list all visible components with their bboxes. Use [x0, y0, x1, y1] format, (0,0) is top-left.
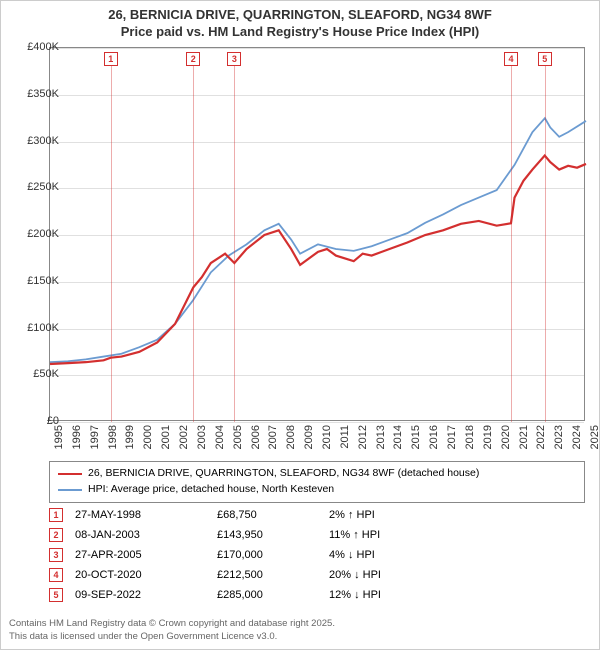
row-date: 09-SEP-2022	[75, 589, 205, 601]
property-line	[50, 156, 586, 365]
footer-line-1: Contains HM Land Registry data © Crown c…	[9, 618, 335, 630]
x-axis-label: 2015	[410, 425, 422, 455]
y-axis-label: £50K	[9, 368, 59, 380]
y-axis-label: £300K	[9, 135, 59, 147]
title-line-1: 26, BERNICIA DRIVE, QUARRINGTON, SLEAFOR…	[1, 7, 599, 24]
row-delta: 11% ↑ HPI	[329, 529, 449, 541]
chart-lines	[50, 48, 584, 420]
marker-badge: 2	[186, 52, 200, 66]
marker-badge: 4	[504, 52, 518, 66]
x-axis-label: 2024	[571, 425, 583, 455]
y-axis-label: £100K	[9, 322, 59, 334]
x-axis-label: 2011	[339, 425, 351, 455]
row-price: £212,500	[217, 569, 317, 581]
row-marker: 5	[49, 588, 63, 602]
row-marker: 3	[49, 548, 63, 562]
y-axis-label: £200K	[9, 228, 59, 240]
legend-label: 26, BERNICIA DRIVE, QUARRINGTON, SLEAFOR…	[88, 466, 479, 482]
plot-area: 1 2 3 4 5	[49, 47, 585, 421]
row-price: £285,000	[217, 589, 317, 601]
marker-line	[511, 66, 512, 422]
x-axis-label: 2001	[160, 425, 172, 455]
x-axis-label: 2021	[518, 425, 530, 455]
x-axis-label: 2005	[232, 425, 244, 455]
row-delta: 12% ↓ HPI	[329, 589, 449, 601]
transaction-table: 1 27-MAY-1998 £68,750 2% ↑ HPI 2 08-JAN-2003 £…	[49, 505, 585, 605]
row-marker: 4	[49, 568, 63, 582]
y-axis-label: £350K	[9, 88, 59, 100]
x-axis-label: 2022	[535, 425, 547, 455]
x-axis-label: 2023	[553, 425, 565, 455]
x-axis-label: 2003	[196, 425, 208, 455]
marker-line	[193, 66, 194, 422]
row-price: £143,950	[217, 529, 317, 541]
row-date: 27-MAY-1998	[75, 509, 205, 521]
legend-label: HPI: Average price, detached house, Nort…	[88, 482, 334, 498]
legend-swatch	[58, 473, 82, 476]
x-axis-label: 2006	[250, 425, 262, 455]
title-block: 26, BERNICIA DRIVE, QUARRINGTON, SLEAFOR…	[1, 1, 599, 45]
marker-line	[234, 66, 235, 422]
row-marker: 1	[49, 508, 63, 522]
y-axis-label: £150K	[9, 275, 59, 287]
table-row: 2 08-JAN-2003 £143,950 11% ↑ HPI	[49, 525, 585, 545]
row-date: 20-OCT-2020	[75, 569, 205, 581]
x-axis-label: 2025	[589, 425, 600, 455]
x-axis-label: 1999	[124, 425, 136, 455]
footer-line-2: This data is licensed under the Open Gov…	[9, 631, 335, 643]
footer: Contains HM Land Registry data © Crown c…	[9, 618, 335, 643]
row-date: 08-JAN-2003	[75, 529, 205, 541]
legend-row: 26, BERNICIA DRIVE, QUARRINGTON, SLEAFOR…	[58, 466, 576, 482]
x-axis-label: 2000	[142, 425, 154, 455]
marker-badge: 5	[538, 52, 552, 66]
x-axis-label: 2014	[392, 425, 404, 455]
marker-line	[111, 66, 112, 422]
row-price: £170,000	[217, 549, 317, 561]
table-row: 3 27-APR-2005 £170,000 4% ↓ HPI	[49, 545, 585, 565]
marker-badge: 1	[104, 52, 118, 66]
row-marker: 2	[49, 528, 63, 542]
hpi-line	[50, 118, 586, 362]
marker-badge: 3	[227, 52, 241, 66]
x-axis-label: 2020	[500, 425, 512, 455]
legend-swatch	[58, 489, 82, 491]
row-delta: 4% ↓ HPI	[329, 549, 449, 561]
table-row: 1 27-MAY-1998 £68,750 2% ↑ HPI	[49, 505, 585, 525]
chart-container: 26, BERNICIA DRIVE, QUARRINGTON, SLEAFOR…	[0, 0, 600, 650]
x-axis-label: 2004	[214, 425, 226, 455]
x-axis-label: 2008	[285, 425, 297, 455]
x-axis-label: 2019	[482, 425, 494, 455]
title-line-2: Price paid vs. HM Land Registry's House …	[1, 24, 599, 41]
x-axis-label: 2002	[178, 425, 190, 455]
row-date: 27-APR-2005	[75, 549, 205, 561]
x-axis-label: 2010	[321, 425, 333, 455]
table-row: 4 20-OCT-2020 £212,500 20% ↓ HPI	[49, 565, 585, 585]
y-axis-label: £250K	[9, 181, 59, 193]
row-price: £68,750	[217, 509, 317, 521]
x-axis-label: 2017	[446, 425, 458, 455]
row-delta: 2% ↑ HPI	[329, 509, 449, 521]
x-axis-label: 1998	[107, 425, 119, 455]
table-row: 5 09-SEP-2022 £285,000 12% ↓ HPI	[49, 585, 585, 605]
x-axis-label: 1997	[89, 425, 101, 455]
marker-line	[545, 66, 546, 422]
legend-box: 26, BERNICIA DRIVE, QUARRINGTON, SLEAFOR…	[49, 461, 585, 503]
x-axis-label: 2016	[428, 425, 440, 455]
x-axis-label: 2007	[267, 425, 279, 455]
y-axis-label: £400K	[9, 41, 59, 53]
x-axis-label: 2013	[375, 425, 387, 455]
row-delta: 20% ↓ HPI	[329, 569, 449, 581]
y-axis-label: £0	[9, 415, 59, 427]
x-axis-label: 2012	[357, 425, 369, 455]
x-axis-label: 2018	[464, 425, 476, 455]
x-axis-label: 1995	[53, 425, 65, 455]
legend-row: HPI: Average price, detached house, Nort…	[58, 482, 576, 498]
gridline	[50, 422, 584, 423]
x-axis-label: 1996	[71, 425, 83, 455]
x-axis-label: 2009	[303, 425, 315, 455]
